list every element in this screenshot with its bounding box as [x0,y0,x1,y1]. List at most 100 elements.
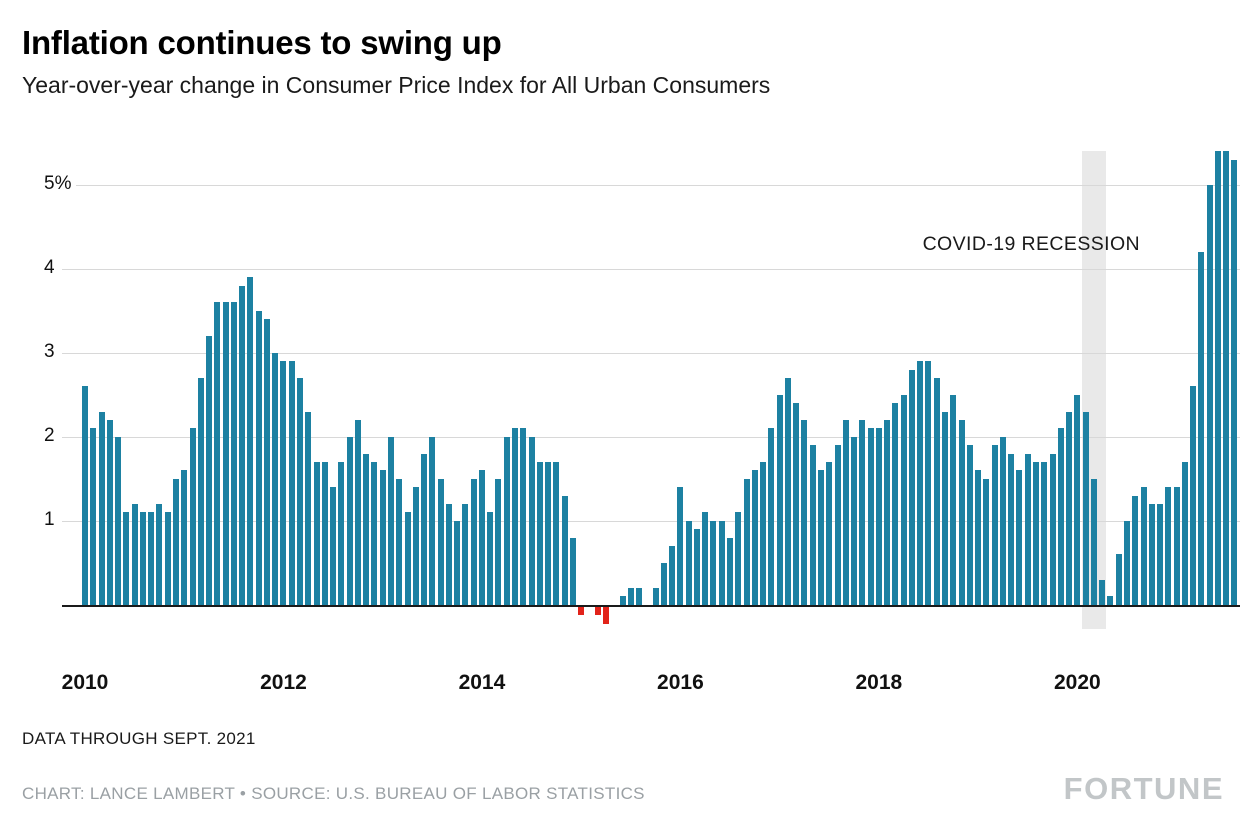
bar [338,462,345,605]
bar [735,512,742,605]
bar [1165,487,1172,605]
bar [776,394,783,605]
bar [1024,453,1031,605]
bar [512,428,518,605]
bar [768,428,775,605]
x-tick-label: 2020 [1053,670,1101,694]
bar [1066,411,1073,605]
bar [354,420,361,605]
bar [1223,151,1230,605]
bar [867,428,874,605]
bar [545,462,552,605]
bar [1032,462,1039,605]
bar [1123,520,1130,605]
bar [859,420,866,605]
bar [702,512,709,605]
bar [230,302,237,605]
y-tick-label: 1 [44,509,60,530]
bar [396,478,403,605]
bar [636,588,643,605]
bar [115,436,122,605]
bar [139,512,146,605]
bar [743,478,750,605]
bar [1107,596,1114,605]
bar [197,378,204,605]
bar [1016,470,1023,605]
bar [809,445,816,605]
bar [942,411,949,605]
bar [1090,478,1097,605]
bar [900,394,907,605]
bar [917,361,924,605]
bar [1115,554,1122,605]
bar [793,403,800,605]
bar [1181,462,1188,605]
bar [255,310,262,605]
bar [503,436,510,605]
y-tick-label: 5% [44,173,77,194]
bar [404,512,411,605]
bar [321,462,328,605]
bar [346,436,353,605]
chart-subtitle: Year-over-year change in Consumer Price … [22,71,771,98]
bar [106,420,113,605]
bar [131,504,138,605]
bar [975,470,982,605]
bar [462,504,469,605]
bar [925,361,932,605]
x-tick-label: 2018 [855,670,903,694]
bar [933,378,940,605]
bar [1173,487,1180,605]
bar [239,285,246,605]
chart-footer: DATA THROUGH SEPT. 2021 CHART: LANCE LAM… [22,729,1224,804]
x-tick-label: 2016 [657,670,704,694]
gridline [62,436,1240,438]
y-tick-label: 4 [44,257,60,278]
bar [602,606,609,624]
bar [966,445,973,605]
bar [652,588,659,605]
bar [578,606,585,616]
bar [387,436,394,605]
bar [834,445,841,605]
bar [470,478,477,605]
bar [90,428,97,605]
bar [669,546,676,605]
bar [148,512,155,605]
bar [272,352,279,605]
x-axis-line [62,604,1240,607]
chart-header: Inflation continues to swing up Year-ove… [22,24,1224,101]
bar [412,487,419,605]
bar [826,462,833,605]
chart-title: Inflation continues to swing up [22,24,502,61]
bar [181,470,188,605]
credits-row: CHART: LANCE LAMBERT • SOURCE: U.S. BURE… [22,773,1224,804]
bar [1206,184,1213,605]
bar [363,453,370,605]
bar [1132,495,1139,605]
bar [478,470,485,605]
bar [908,369,915,605]
bar [371,462,378,605]
bar [875,428,882,605]
bar [1099,579,1106,605]
bar [528,436,535,605]
bar [263,319,270,605]
bar [784,378,791,605]
bar [842,420,849,605]
bar [164,512,171,605]
bar [693,529,700,605]
bar [561,495,568,605]
bar [156,504,163,605]
y-tick-label: 3 [44,341,60,362]
bar [536,462,543,605]
bar [1074,394,1081,605]
bar [222,302,229,605]
bar [710,520,717,605]
gridline [62,352,1240,354]
gridline [62,520,1240,522]
bar [313,462,320,605]
bar [297,378,303,605]
bar [1198,252,1205,605]
